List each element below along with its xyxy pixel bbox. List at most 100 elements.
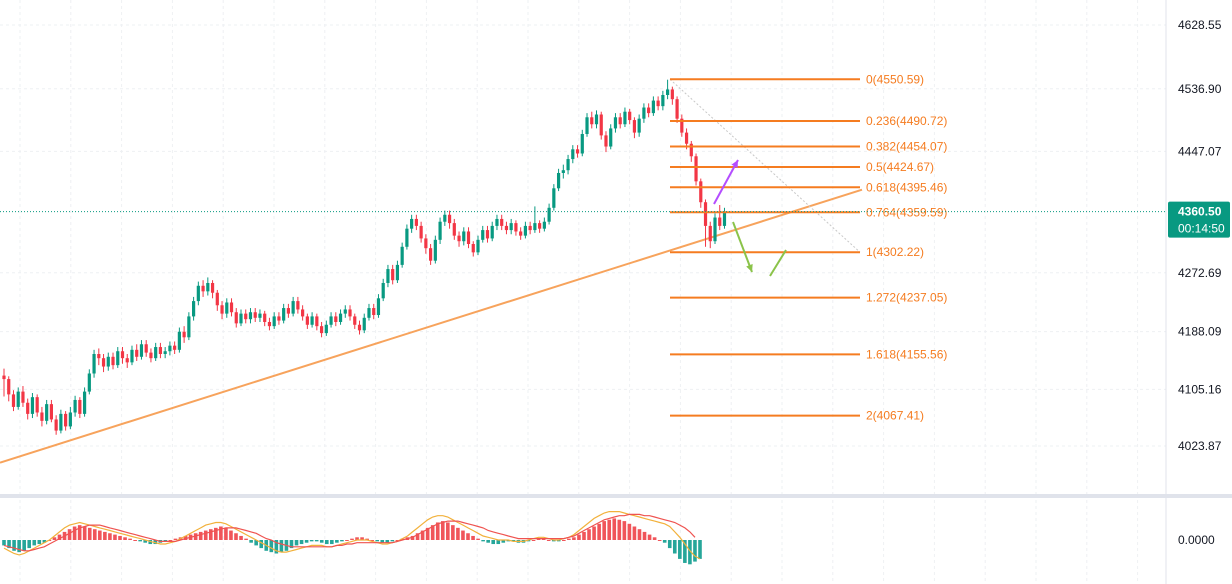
macd-histogram-bar <box>617 519 622 540</box>
macd-histogram-bar <box>274 540 279 554</box>
trendline[interactable] <box>0 188 863 464</box>
candle-body <box>594 114 599 125</box>
macd-histogram-bar <box>481 540 485 542</box>
macd-panel <box>2 511 702 565</box>
candle-body <box>680 118 684 133</box>
price-tick-label: 4628.55 <box>1178 18 1222 32</box>
candle-body <box>192 301 196 317</box>
candle-body <box>343 309 347 314</box>
macd-histogram-bar <box>582 531 586 540</box>
macd-histogram-bar <box>319 540 324 543</box>
macd-line <box>3 511 701 560</box>
candle-body <box>410 218 414 229</box>
macd-histogram-bar <box>526 540 531 542</box>
candle-body <box>68 412 72 427</box>
macd-histogram-bar <box>42 540 47 543</box>
candle-body <box>125 358 129 363</box>
current-price-tag <box>1168 201 1230 238</box>
macd-histogram-bar <box>612 518 617 540</box>
macd-histogram-bar <box>672 540 677 554</box>
price-axis[interactable]: 4628.55 4536.90 4447.07 4272.69 4188.09 4105.… <box>1168 18 1230 547</box>
candle-body <box>16 391 20 407</box>
macd-histogram-bar <box>350 538 354 540</box>
candle-body <box>722 211 727 226</box>
candle-body <box>429 248 433 261</box>
fib-level-label: 0.5(4424.67) <box>866 160 934 174</box>
candle-body <box>424 238 428 249</box>
candle-body <box>215 292 219 306</box>
arrow-shaft <box>732 221 753 273</box>
macd-histogram-bar <box>52 537 57 540</box>
macd-histogram-bar <box>693 540 697 562</box>
trendline-line[interactable] <box>0 188 863 464</box>
macd-histogram-bar <box>647 534 652 540</box>
macd-zero-label: 0.0000 <box>1178 533 1215 547</box>
candle-body <box>481 230 485 240</box>
candle-body <box>225 302 229 314</box>
candles <box>2 79 727 435</box>
macd-histogram-bar <box>642 531 647 540</box>
candle-body <box>173 345 177 350</box>
candle-body <box>120 351 125 359</box>
macd-histogram-bar <box>688 540 692 565</box>
macd-histogram-bar <box>128 538 132 540</box>
candle-body <box>495 218 499 226</box>
candle-body <box>699 181 703 203</box>
macd-histogram-bar <box>430 525 435 540</box>
candle-body <box>575 149 580 154</box>
macd-histogram-bar <box>370 540 374 541</box>
macd-histogram-bar <box>440 521 445 540</box>
pane-separator[interactable] <box>0 494 1232 498</box>
candle-body <box>97 354 101 359</box>
macd-histogram-bar <box>118 535 122 540</box>
macd-histogram-bar <box>82 526 87 540</box>
macd-histogram-bar <box>123 537 127 540</box>
fib-level-label: 1.618(4155.56) <box>866 347 947 361</box>
candle-body <box>590 117 594 125</box>
macd-histogram-bar <box>77 525 82 540</box>
macd-histogram-bar <box>456 527 460 540</box>
candle-body <box>73 399 77 413</box>
fib-level-label: 0.382(4454.07) <box>866 139 947 153</box>
candle-body <box>139 344 144 357</box>
candle-body <box>229 302 234 313</box>
macd-histogram-bar <box>678 540 682 559</box>
macd-histogram-bar <box>7 540 11 549</box>
candle-body <box>703 202 708 226</box>
candle-body <box>637 118 641 133</box>
macd-histogram-bar <box>380 540 385 543</box>
candle-body <box>708 225 712 242</box>
candle-body <box>552 188 556 208</box>
macd-histogram-bar <box>622 521 627 540</box>
macd-histogram-bar <box>511 540 516 542</box>
fibonacci-retracement[interactable]: 0(4550.59) 0.236(4490.72) 0.382(4454.07) 0.… <box>669 72 947 423</box>
candle-body <box>604 135 608 147</box>
macd-histogram-bar <box>214 527 218 540</box>
candle-body <box>40 412 44 421</box>
macd-histogram-bar <box>531 540 536 541</box>
candle-body <box>144 344 148 353</box>
current-price-value: 4360.50 <box>1178 205 1222 219</box>
candle-body <box>466 231 471 245</box>
candle-body <box>196 285 200 302</box>
macd-histogram-bar <box>657 540 662 541</box>
candle-body <box>514 223 518 232</box>
candle-body <box>381 282 385 299</box>
candle-body <box>106 356 110 367</box>
candle-body <box>509 223 513 231</box>
candle-body <box>158 347 163 355</box>
macd-histogram-bar <box>360 537 364 540</box>
macd-histogram-bar <box>683 540 687 563</box>
macd-histogram-bar <box>395 540 400 541</box>
candle-body <box>135 349 139 357</box>
macd-histogram-bar <box>476 538 480 540</box>
candle-body <box>59 413 63 431</box>
macd-histogram-bar <box>652 537 657 540</box>
candle-body <box>244 313 248 320</box>
candle-body <box>500 218 504 226</box>
candle-body <box>45 404 49 421</box>
candle-body <box>670 89 674 100</box>
macd-histogram-bar <box>597 523 601 540</box>
